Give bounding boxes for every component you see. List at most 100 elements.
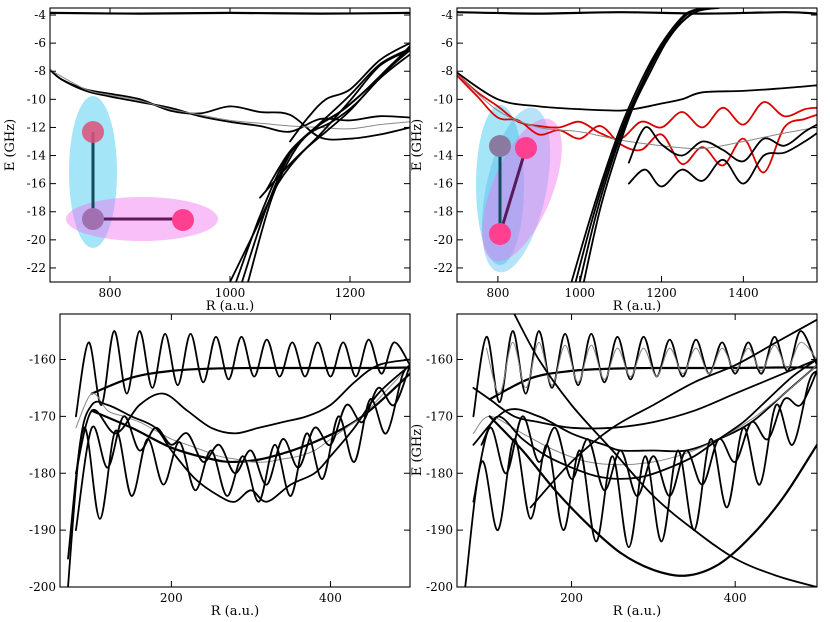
panel-bottom-right: 200 400 -200 -190 -180 -170 -160 R (a.u.) E (GHz… [410,313,818,619]
y-tick-label: -180 [426,466,453,480]
plot-frame [59,313,411,588]
y-tick-label: -16 [434,177,453,191]
series-line-9 [241,46,410,282]
series-line-2 [75,330,410,418]
y-tick-label: -8 [34,64,46,78]
series-line-5 [75,364,410,531]
y-tick-label: -18 [27,205,46,219]
series-line-4 [457,71,817,112]
y-tick-label: -14 [434,149,454,163]
series-line-4 [289,42,410,143]
y-tick-label: -16 [27,177,46,191]
bond-diagonal [498,147,528,235]
series-line-6 [627,132,817,188]
series-line-1 [472,330,817,418]
y-tick-label: -200 [426,580,453,594]
y-tick-label: -10 [27,92,46,106]
series-line-3 [457,73,817,150]
series-line-4 [472,364,817,466]
series-line-1 [50,68,410,133]
x-axis-label: R (a.u.) [613,299,661,314]
x-tick-label: 1400 [728,286,759,300]
series-line-3 [50,69,410,130]
y-tick-label: -6 [441,36,453,50]
x-tick-label: 1000 [564,286,595,300]
y-tick-label: -4 [34,8,46,22]
atom-top [82,121,104,143]
y-tick-label: -8 [441,64,453,78]
y-tick-label: -18 [434,205,453,219]
series-line-10 [529,318,817,509]
x-tick-label: 400 [319,591,342,605]
y-axis-label: E (GHz) [410,119,425,171]
x-tick-label: 1000 [215,286,246,300]
atom-bottom [489,223,511,245]
y-tick-label: -170 [426,409,453,423]
x-tick-label: 800 [486,286,509,300]
series-line-10 [582,8,720,282]
y-tick-label: -22 [27,261,46,275]
atom-right [172,209,194,231]
y-tick-label: -6 [34,36,46,50]
series-line-2 [486,341,817,395]
series-line-1 [90,372,410,464]
series-line-5 [627,123,817,164]
x-tick-label: 1200 [646,286,677,300]
y-tick-label: -12 [27,120,46,134]
series-line-8 [574,8,712,282]
curves [67,330,410,587]
series-line-0 [457,11,817,15]
series-line-8 [235,49,410,282]
plot-frame [456,313,818,588]
series-line-7 [472,370,817,503]
series-line-3 [472,364,817,453]
series-line-4 [67,364,410,560]
series-line-8 [488,415,817,577]
y-axis-label: E (GHz) [410,424,425,476]
y-tick-label: -14 [27,149,47,163]
series-line-6 [67,364,410,587]
x-axis-label: R (a.u.) [206,299,254,314]
y-tick-label: -22 [434,261,453,275]
x-tick-label: 400 [724,591,747,605]
curves [464,314,817,587]
geometry-inset [66,96,218,248]
y-axis-label: E (GHz) [3,119,18,171]
y-tick-label: -170 [29,409,56,423]
atom-top [489,135,511,157]
y-tick-label: -4 [441,8,453,22]
series-line-1 [457,73,817,141]
x-tick-label: 800 [99,286,122,300]
y-tick-label: -180 [29,466,56,480]
y-tick-label: -190 [426,523,453,537]
geometry-inset [476,105,562,273]
series-line-7 [75,358,410,475]
x-axis-label: R (a.u.) [211,604,259,619]
atom-right [515,137,537,159]
series-line-7 [570,8,704,282]
y-tick-label: -190 [29,523,56,537]
panel-top-left: 800 1000 1200 -22 -20 -18 -16 -14 -12 -10 -8 -6 -4 R … [3,7,411,314]
panel-bottom-left: 200 400 -200 -190 -180 -170 -160 R (a.u.) [29,313,411,619]
x-tick-label: 1200 [335,286,366,300]
panel-top-right: 800 1000 1200 1400 -22 -20 -18 -16 -14 -12 -10 -8 -6… [410,7,818,314]
atom-corner [82,208,104,230]
series-line-11 [472,358,817,430]
x-tick-label: 200 [160,591,183,605]
y-tick-label: -200 [29,580,56,594]
plot-frame [456,7,818,283]
y-tick-label: -20 [27,233,46,247]
x-axis-label: R (a.u.) [613,604,661,619]
series-line-5 [259,49,410,199]
series-line-10 [247,45,410,282]
y-tick-label: -160 [29,353,56,367]
y-tick-label: -160 [426,353,453,367]
curves [457,8,817,282]
series-line-9 [513,314,817,587]
x-tick-label: 200 [560,591,583,605]
series-line-6 [265,47,410,192]
y-tick-label: -12 [434,120,453,134]
series-line-6 [464,370,817,587]
y-tick-label: -20 [434,233,453,247]
